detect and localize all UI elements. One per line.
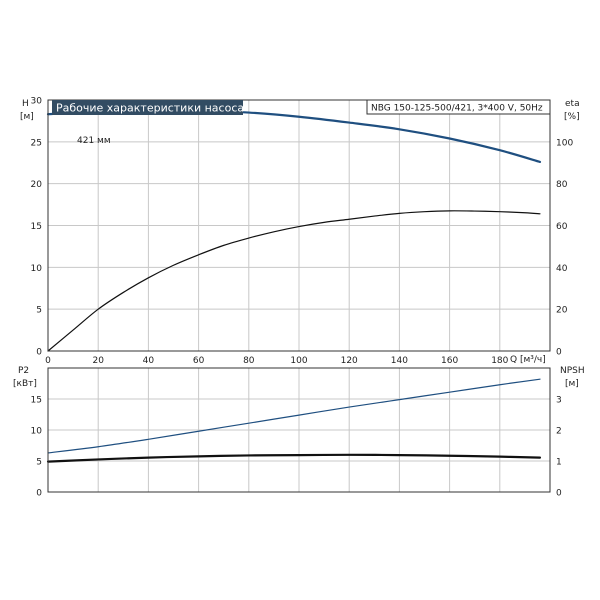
- x-tick-label: 180: [491, 356, 508, 366]
- right-tick-label: 1: [556, 458, 562, 468]
- x-tick-label: 80: [243, 356, 255, 366]
- model-box: [366, 99, 551, 115]
- x-tick-label: 60: [193, 356, 205, 366]
- left-tick-label: 30: [31, 97, 43, 107]
- impeller-diameter-annotation: 421 мм: [77, 136, 111, 146]
- model-label: NBG 150-125-500/421, 3*400 V, 50Hz: [371, 104, 543, 114]
- x-tick-label: 40: [143, 356, 155, 366]
- bottom-plot-frame: [47, 367, 551, 493]
- left-tick-label: 5: [36, 458, 42, 468]
- top-plot-frame: [47, 99, 551, 352]
- top-chart-panel: 0 20 40 60 80 100 120 140 160 180 0 5 10 15 20 25 30 0 2…: [20, 97, 580, 367]
- right-tick-label: 2: [556, 427, 562, 437]
- eta-axis-label: eta: [565, 99, 580, 109]
- eta-axis-unit: [%]: [564, 112, 580, 122]
- left-tick-label: 0: [36, 348, 42, 358]
- left-tick-label: 10: [31, 264, 43, 274]
- left-tick-label: 20: [31, 180, 43, 190]
- x-tick-label: 20: [92, 356, 104, 366]
- title-box: [52, 100, 243, 115]
- x-tick-label: 100: [290, 356, 307, 366]
- right-tick-label: 100: [556, 138, 573, 148]
- p2-axis-unit: [кВт]: [13, 379, 37, 389]
- left-tick-label: 15: [31, 396, 42, 406]
- right-tick-label: 3: [556, 396, 562, 406]
- right-tick-label: 60: [556, 222, 568, 232]
- left-tick-label: 5: [36, 306, 42, 316]
- q-axis-label: Q [м³/ч]: [510, 355, 546, 365]
- right-tick-label: 0: [556, 489, 562, 499]
- p2-axis-label: P2: [18, 366, 29, 376]
- x-tick-label: 0: [45, 356, 51, 366]
- x-tick-label: 120: [341, 356, 358, 366]
- h-axis-label: H: [22, 99, 29, 109]
- top-series-line-1: [47, 210, 541, 352]
- npsh-axis-label: NPSH: [560, 366, 585, 376]
- right-tick-label: 80: [556, 180, 568, 190]
- bottom-series-line-1: [46, 453, 542, 463]
- x-tick-label: 160: [441, 356, 458, 366]
- right-tick-label: 40: [556, 264, 568, 274]
- x-tick-label: 140: [391, 356, 408, 366]
- right-tick-label: 20: [556, 306, 568, 316]
- left-tick-label: 0: [36, 489, 42, 499]
- left-tick-label: 25: [31, 138, 42, 148]
- npsh-axis-unit: [м]: [565, 379, 579, 389]
- chart-title: Рабочие характеристики насоса: [56, 102, 244, 115]
- bottom-series-line-0: [47, 378, 541, 454]
- h-axis-unit: [м]: [20, 112, 34, 122]
- bottom-chart-panel: 0 5 10 15 0 1 2 3 P2 [кВт] NPSH [м]: [13, 366, 585, 499]
- right-tick-label: 0: [556, 348, 562, 358]
- left-tick-label: 10: [31, 427, 43, 437]
- left-tick-label: 15: [31, 222, 42, 232]
- top-series-line-0: [46, 108, 542, 164]
